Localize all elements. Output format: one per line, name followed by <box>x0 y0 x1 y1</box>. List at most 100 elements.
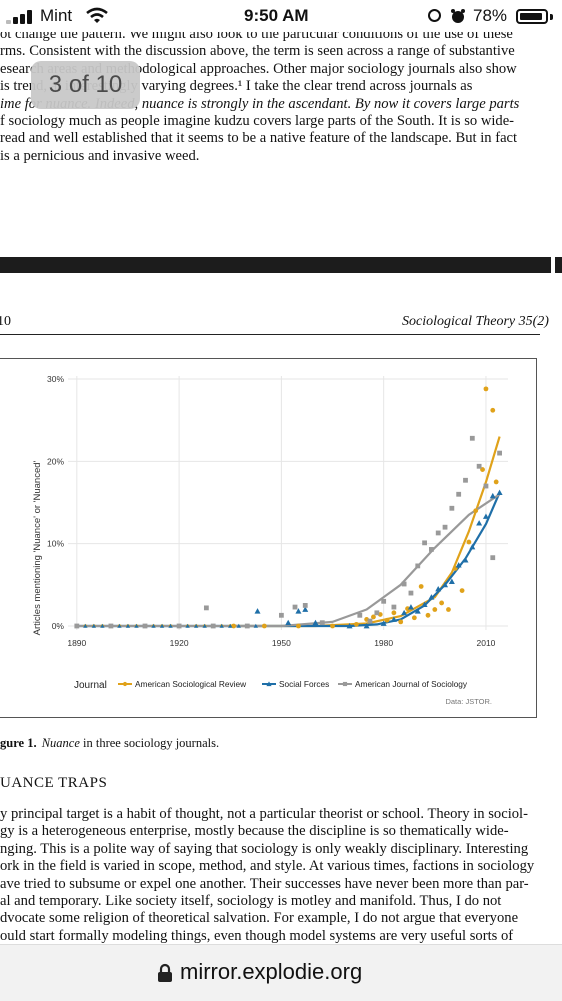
trend-line <box>76 493 501 628</box>
data-point <box>122 681 128 687</box>
alarm-icon <box>451 9 465 23</box>
page-counter-badge: 3 of 10 <box>31 61 140 109</box>
data-point <box>483 386 489 392</box>
data-point <box>476 520 483 526</box>
data-point <box>176 623 182 629</box>
y-tick-label: 20% <box>47 456 64 466</box>
data-point <box>482 513 489 519</box>
data-point <box>380 620 387 626</box>
y-tick-label: 10% <box>47 539 64 549</box>
data-point <box>439 600 445 606</box>
data-point <box>407 604 414 610</box>
data-point <box>411 615 417 621</box>
data-point <box>401 609 408 616</box>
x-tick-label: 2010 <box>476 638 495 648</box>
data-point <box>91 623 97 628</box>
data-point <box>231 623 237 629</box>
chart-legend: Journal American Sociological Review Soci… <box>74 679 468 691</box>
battery-percent: 78% <box>473 6 508 25</box>
data-point <box>295 608 302 614</box>
data-point <box>422 540 427 546</box>
lock-icon <box>158 963 172 982</box>
data-point <box>117 623 122 628</box>
data-point <box>108 623 114 629</box>
status-bar: Mint 9:50 AM 78% <box>0 0 562 32</box>
data-point <box>429 547 434 552</box>
data-point <box>253 623 259 628</box>
data-point <box>398 619 404 625</box>
trend-line <box>233 436 501 628</box>
orientation-lock-icon <box>428 9 441 22</box>
data-point <box>346 623 353 629</box>
text-line: ould start formally modeling things, eve… <box>0 927 514 944</box>
data-point <box>202 623 207 628</box>
data-point <box>442 581 449 588</box>
data-point <box>442 524 448 530</box>
text-line: nging. This is a polite way of saying th… <box>0 840 529 857</box>
carrier-name: Mint <box>40 6 73 25</box>
data-point <box>330 623 335 629</box>
data-point <box>228 623 233 628</box>
running-header: Sociological Theory 35(2) <box>402 314 549 329</box>
data-point <box>384 617 390 623</box>
section-heading: UANCE TRAPS <box>0 775 108 791</box>
data-point <box>490 407 496 413</box>
legend-label: Social Forces <box>279 679 329 689</box>
url-text[interactable]: mirror.explodie.org <box>180 959 363 984</box>
legend-label: American Journal of Sociology <box>355 679 468 689</box>
body-paragraph: y principal target is a habit of thought… <box>0 806 540 945</box>
data-point <box>185 623 190 628</box>
wifi-icon <box>86 7 108 23</box>
data-point <box>469 543 476 550</box>
data-point <box>254 608 261 614</box>
data-point <box>193 623 199 628</box>
page-number: 10 <box>0 314 11 329</box>
data-point <box>381 598 387 604</box>
data-point <box>462 557 469 563</box>
data-point <box>312 619 319 626</box>
data-point <box>367 618 373 624</box>
x-tick-label: 1950 <box>272 638 291 648</box>
data-point <box>278 612 284 618</box>
data-point <box>496 489 503 496</box>
data-point <box>421 601 428 607</box>
text-line: f sociology much as people imagine kudzu… <box>0 112 515 129</box>
data-point <box>446 607 451 612</box>
data-point <box>435 530 441 536</box>
data-point <box>219 623 224 628</box>
data-point <box>74 623 80 629</box>
data-point <box>151 623 156 628</box>
text-line: y principal target is a habit of thought… <box>0 806 528 822</box>
scrollbar-thumb[interactable] <box>555 257 562 273</box>
data-point <box>203 605 209 611</box>
text-line: dvocate some religion of theoretical sal… <box>0 910 519 927</box>
data-point <box>100 623 105 628</box>
data-point <box>159 623 165 628</box>
data-point <box>363 623 370 629</box>
y-axis-label: Articles mentioning 'Nuance' or 'Nuanced… <box>32 460 43 635</box>
x-tick-label: 1980 <box>374 638 393 648</box>
data-point <box>302 606 309 612</box>
legend-label: American Sociological Review <box>135 679 247 689</box>
data-point <box>418 584 424 589</box>
data-point <box>168 623 173 628</box>
data-point <box>83 623 88 628</box>
data-point <box>266 681 272 687</box>
x-tick-label: 1920 <box>170 638 189 648</box>
data-point <box>391 610 397 616</box>
caption-nuance: Nuance <box>41 736 80 750</box>
signal-icon <box>6 10 34 24</box>
browser-address-bar[interactable]: mirror.explodie.org <box>0 944 562 1001</box>
figure-caption: gure 1. Nuance in three sociology journa… <box>0 736 219 751</box>
battery-nub <box>550 14 553 20</box>
page-divider <box>0 257 551 273</box>
text-line: rms. Consistent with the discussion abov… <box>0 43 515 60</box>
data-point <box>459 588 465 593</box>
text-line: read and well established that it seems … <box>0 130 518 147</box>
data-point <box>390 616 397 622</box>
data-point <box>473 508 479 514</box>
data-point <box>236 623 241 628</box>
data-point <box>493 479 499 485</box>
header-rule <box>0 334 540 335</box>
data-point <box>490 555 496 561</box>
